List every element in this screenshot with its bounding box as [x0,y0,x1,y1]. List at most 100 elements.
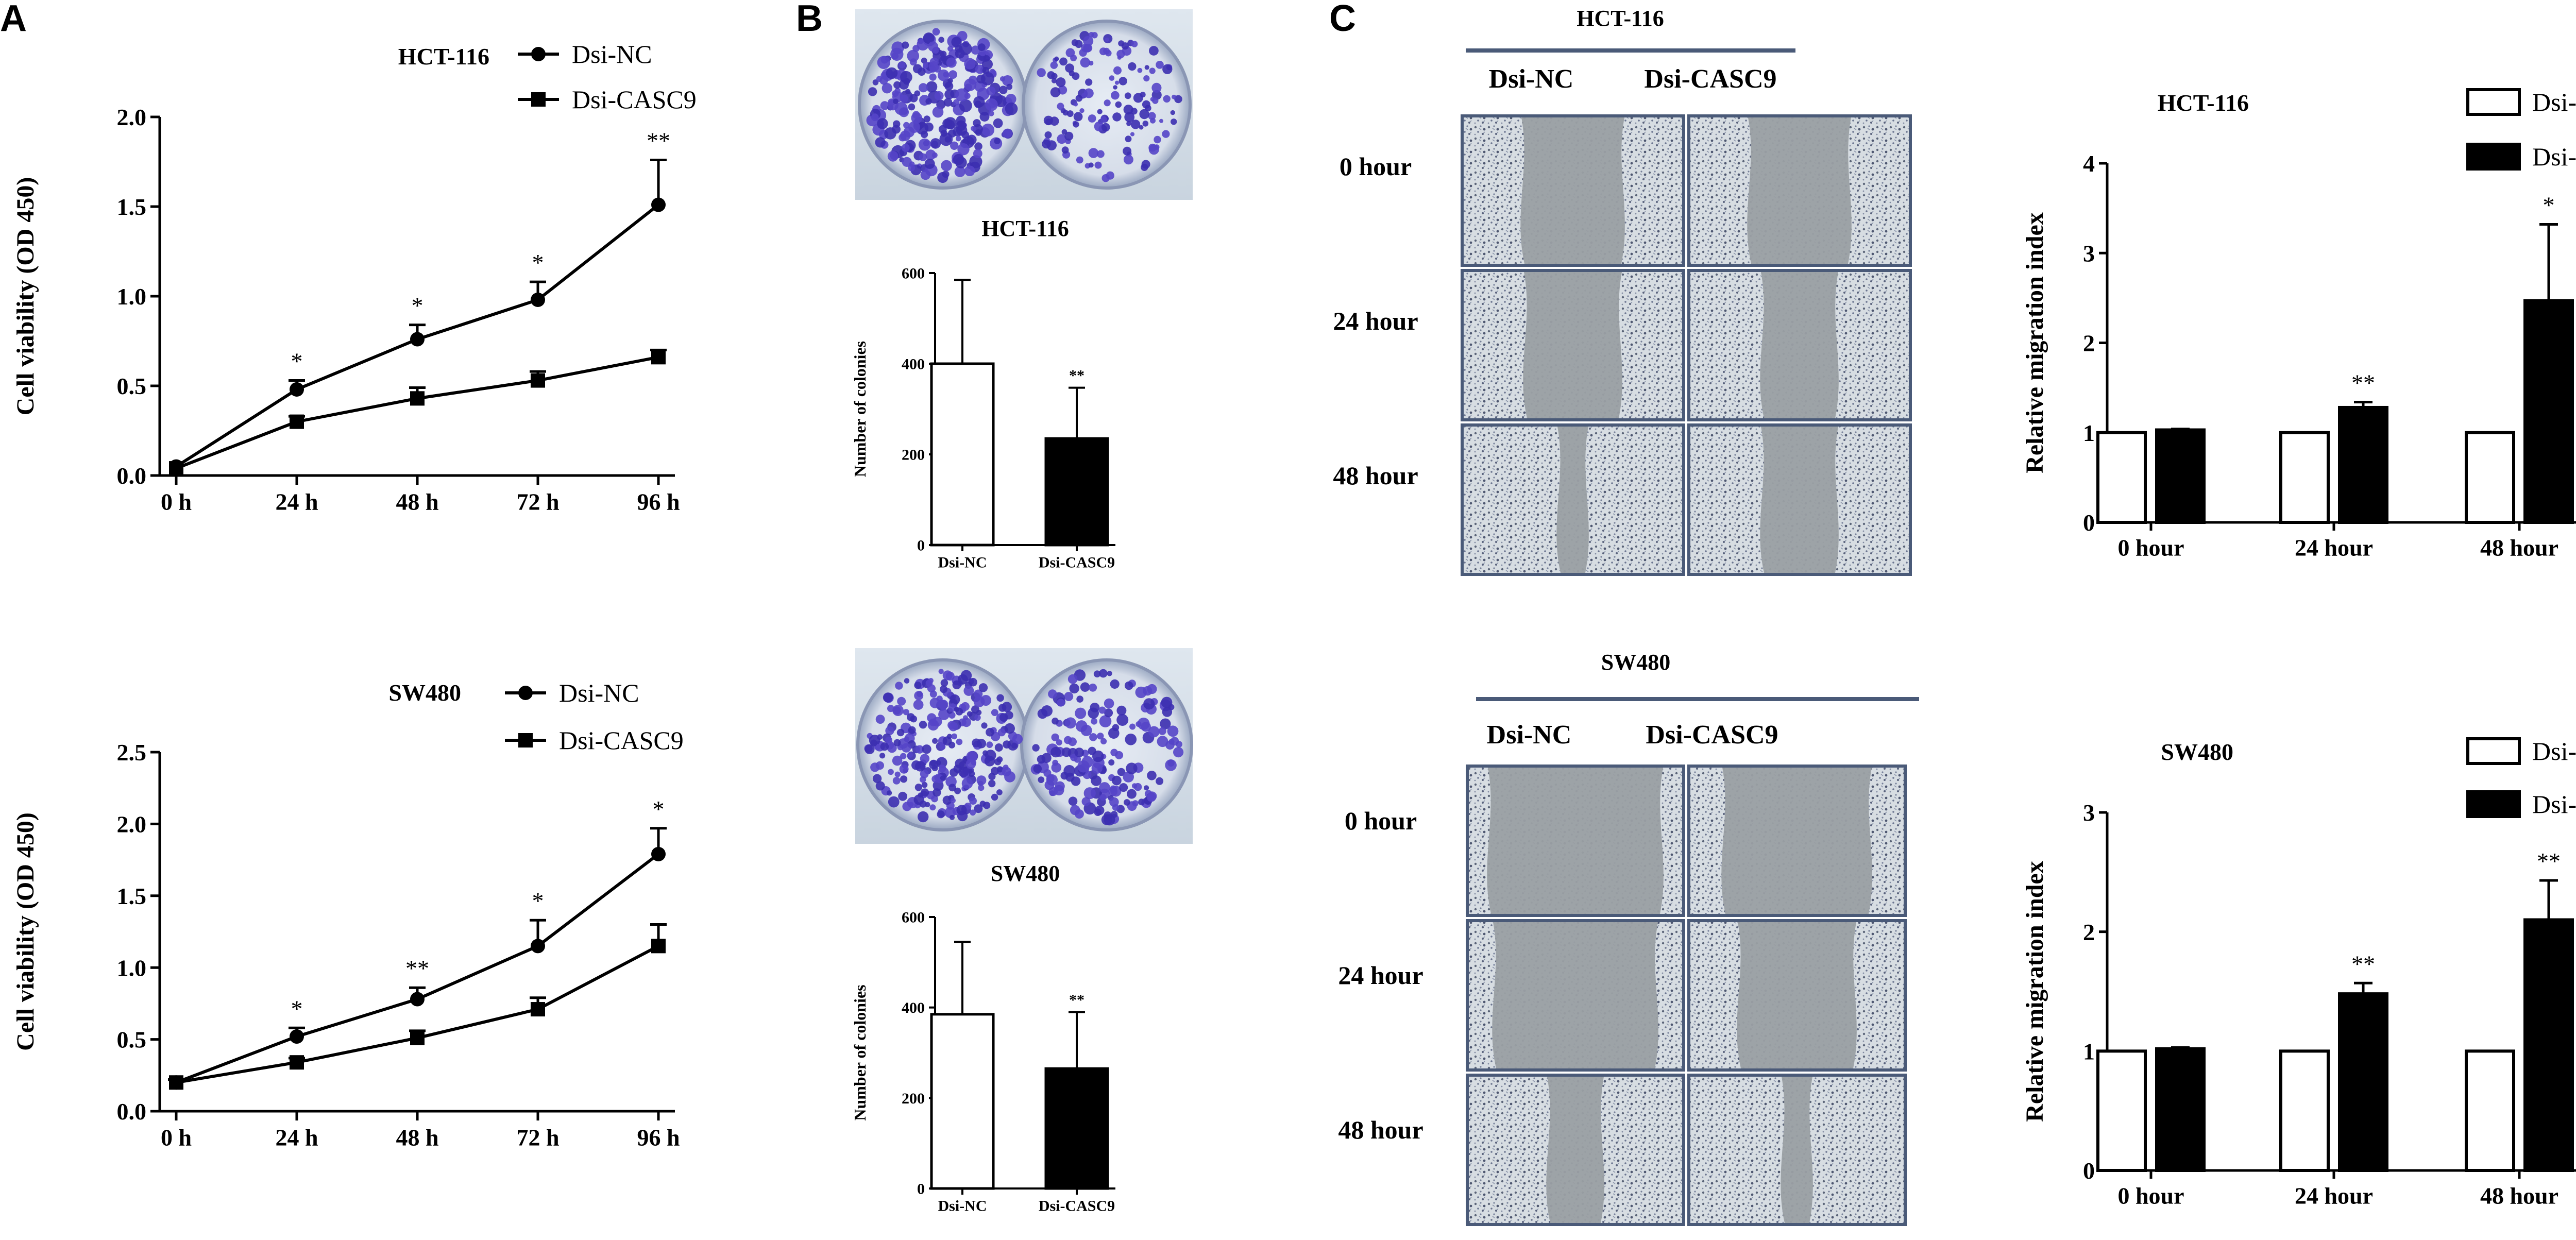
y-tick-label: 2.0 [117,811,147,838]
colony-dots-dsicasc9 [1037,31,1182,182]
column-header-dsicasc9: Dsi-CASC9 [1644,64,1776,94]
colony-plate-photo-hct116 [855,9,1193,200]
colony [925,98,932,105]
colony [1154,135,1161,144]
y-tick-label: 0 [917,537,925,554]
colony [1077,760,1090,773]
colony [1085,78,1093,86]
legend-label: Dsi-NC [559,678,639,707]
colony [937,810,945,819]
colony [994,138,1001,144]
colony [1003,128,1012,138]
colony [1157,736,1168,748]
colony [886,790,892,796]
column-header-dsinc: Dsi-NC [1487,720,1572,750]
colony [1088,114,1096,123]
legend-marker [531,92,546,107]
chart-c-hct116-migration: 0 1 2 3 4 0 hour 24 hour 48 hour Relative migrat… [2021,88,2576,560]
y-tick-label: 1.5 [117,883,147,909]
colony [921,57,927,64]
legend-label: Dsi-CASC9 [559,726,684,755]
wound-gap [1747,117,1852,264]
wound-gap [1737,922,1857,1068]
y-tick-label: 2 [2083,919,2095,945]
bar-dsi-nc [930,1013,995,1190]
colony [883,692,893,703]
bar-dsi-nc [930,362,995,547]
colony [882,83,893,94]
colony [1118,40,1125,47]
colony [950,797,956,804]
colony [875,137,886,148]
colony [1124,112,1135,123]
colony [996,789,1003,795]
bar-dsi-nc [2465,1049,2515,1173]
colony [918,138,931,151]
colony [974,81,985,92]
colony [959,42,972,56]
colony [907,713,915,721]
colony [1123,155,1133,165]
colony [1054,56,1059,61]
colony [899,79,909,90]
colony [1097,109,1103,114]
colony [948,741,956,749]
colony [974,714,981,721]
colony [1004,723,1015,734]
significance-mark: ** [405,955,429,981]
colony [1048,787,1058,796]
x-tick-label: 0 h [161,488,192,515]
colony [976,709,982,716]
colony [956,120,967,131]
colony [885,726,894,735]
wound-gap [1492,922,1658,1068]
colony [949,814,955,820]
colony [976,74,986,84]
colony [1055,781,1065,791]
y-tick-label: 1 [2083,420,2095,446]
colony [1172,94,1177,99]
colony [999,86,1008,94]
colony [1147,771,1157,780]
grid-title-hct116: HCT-116 [1577,6,1664,31]
colony [954,166,965,177]
colony [953,99,960,106]
colony [915,745,924,754]
colony [1088,707,1099,719]
colony-dots-dsicasc9 [1030,669,1184,826]
colony [951,37,962,47]
colony [929,804,936,811]
colony [938,708,950,720]
colony [969,677,977,687]
colony [934,91,944,100]
colony [981,123,994,137]
significance-mark: * [532,888,544,914]
data-point [651,197,666,212]
colony [1129,723,1136,730]
colony [1116,49,1125,59]
wound-healing-grid-hct116: HCT-116 Dsi-NC Dsi-CASC9 0 hour 24 hour … [1333,6,1912,576]
colony [905,89,911,94]
colony [929,57,939,66]
colony [936,760,941,766]
colony [928,41,938,52]
colony [1067,674,1078,684]
colony [970,809,976,816]
colony [1089,733,1097,741]
colony [1006,83,1013,90]
colony [996,694,1004,702]
colony [1151,90,1162,100]
y-axis-label: Cell viability (OD 450) [12,177,39,416]
colony [1100,738,1107,744]
colony [1083,36,1094,46]
colony [994,743,1003,752]
colony [920,769,929,778]
colony [1094,161,1102,169]
colony [899,61,906,69]
colony [927,684,936,693]
colony [1099,794,1107,801]
legend-swatch [2466,143,2521,171]
colony [946,57,957,68]
colony [949,694,960,705]
colony [938,700,948,710]
